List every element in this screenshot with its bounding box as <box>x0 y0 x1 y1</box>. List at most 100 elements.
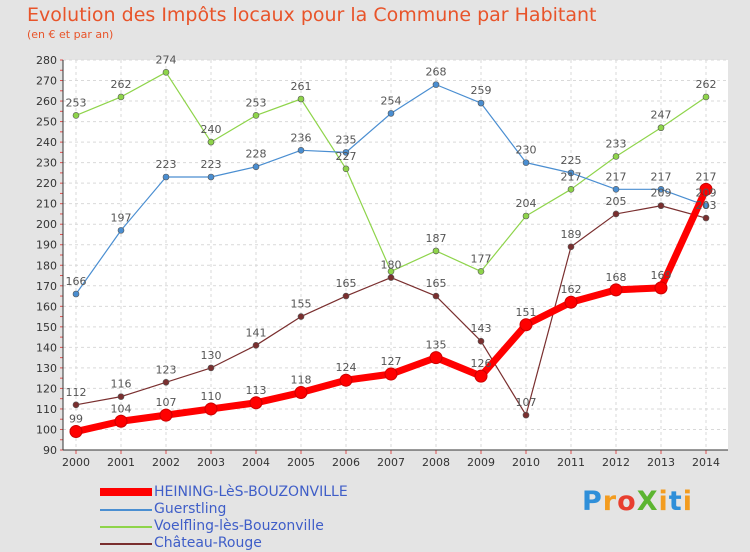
data-label: 189 <box>561 228 582 241</box>
data-label: 126 <box>471 357 492 370</box>
data-label: 151 <box>516 306 537 319</box>
x-tick-label: 2006 <box>332 456 360 469</box>
data-label: 135 <box>426 339 447 352</box>
x-tick-label: 2002 <box>152 456 180 469</box>
legend-swatch <box>100 509 152 511</box>
data-label: 236 <box>291 131 312 144</box>
data-point <box>162 378 170 386</box>
y-tick-label: 260 <box>36 95 57 108</box>
data-point <box>432 81 440 88</box>
data-label: 143 <box>471 322 492 335</box>
data-point <box>117 393 125 400</box>
data-point <box>429 351 443 365</box>
series <box>69 69 713 439</box>
data-point <box>522 159 530 166</box>
data-label: 253 <box>246 96 267 109</box>
legend-label: Château-Rouge <box>154 535 262 551</box>
data-point <box>699 182 713 196</box>
logo-letter: i <box>658 486 669 517</box>
data-point <box>522 411 530 419</box>
data-point <box>207 173 215 181</box>
data-label: 254 <box>381 94 402 107</box>
y-tick-label: 190 <box>36 239 57 252</box>
grid <box>63 59 728 451</box>
data-labels: 253 262 274 240 253 261 227 187 177 204 217 233 247 2… <box>66 53 717 425</box>
data-label: 165 <box>336 277 357 290</box>
x-tick-label: 2003 <box>197 456 225 469</box>
y-tick-label: 220 <box>36 177 57 190</box>
data-point <box>654 281 668 295</box>
y-tick-label: 210 <box>36 198 57 211</box>
x-tick-label: 2008 <box>422 456 450 469</box>
x-tick-label: 2011 <box>557 456 585 469</box>
y-tick-label: 150 <box>36 321 57 334</box>
data-point <box>297 147 305 154</box>
data-label: 169 <box>651 269 672 282</box>
logo-letter: r <box>602 486 618 517</box>
data-point <box>72 112 80 119</box>
data-label: 123 <box>156 363 177 376</box>
data-point <box>612 153 620 160</box>
data-point <box>564 295 578 309</box>
data-point <box>117 227 125 234</box>
data-point <box>432 292 440 300</box>
y-tick-label: 90 <box>43 444 57 457</box>
chart-subtitle: (en € et par an) <box>27 28 114 41</box>
data-point <box>387 274 395 281</box>
data-point <box>522 212 530 220</box>
data-label: 112 <box>66 386 87 399</box>
data-point <box>297 313 305 320</box>
logo-letter: t <box>668 486 683 517</box>
y-tick-label: 180 <box>36 259 57 272</box>
data-point <box>432 247 440 255</box>
data-point <box>612 186 620 193</box>
data-label: 217 <box>561 170 582 183</box>
legend-label: HEINING-LèS-BOUZONVILLE <box>154 484 348 500</box>
data-label: 217 <box>696 170 717 183</box>
data-label: 259 <box>471 84 492 97</box>
data-point <box>162 69 170 76</box>
data-point <box>297 95 305 103</box>
data-label: 113 <box>246 384 267 397</box>
data-point <box>612 210 620 218</box>
data-label: 235 <box>336 133 357 146</box>
data-point <box>477 268 485 275</box>
y-tick-label: 100 <box>36 423 57 436</box>
data-label: 247 <box>651 109 672 122</box>
data-label: 203 <box>696 199 717 212</box>
y-tick-label: 130 <box>36 362 57 375</box>
data-label: 107 <box>156 396 177 409</box>
data-point <box>162 173 170 181</box>
data-point <box>477 99 485 107</box>
data-label: 209 <box>651 187 672 200</box>
proxiti-logo[interactable]: ProXiti <box>582 486 693 517</box>
y-tick-label: 120 <box>36 382 57 395</box>
data-label: 223 <box>156 158 177 171</box>
y-tick-label: 230 <box>36 157 57 170</box>
data-point <box>159 408 173 422</box>
data-point <box>69 425 83 439</box>
data-point <box>477 337 485 345</box>
data-label: 166 <box>66 275 87 288</box>
logo-letter: P <box>582 486 603 517</box>
data-point <box>342 292 350 300</box>
y-tick-label: 240 <box>36 136 57 149</box>
y-tick-label: 160 <box>36 300 57 313</box>
data-point <box>702 202 710 210</box>
data-point <box>252 112 260 119</box>
data-point <box>72 401 80 409</box>
x-tick-label: 2012 <box>602 456 630 469</box>
logo-letter: o <box>617 486 637 517</box>
data-point <box>567 186 575 193</box>
data-label: 197 <box>111 211 132 224</box>
data-label: 223 <box>201 158 222 171</box>
data-label: 107 <box>516 396 537 409</box>
data-label: 228 <box>246 148 267 161</box>
data-point <box>387 110 395 117</box>
data-label: 205 <box>606 195 627 208</box>
data-point <box>117 93 125 101</box>
data-label: 262 <box>111 78 132 91</box>
data-point <box>252 163 260 171</box>
data-label: 165 <box>426 277 447 290</box>
